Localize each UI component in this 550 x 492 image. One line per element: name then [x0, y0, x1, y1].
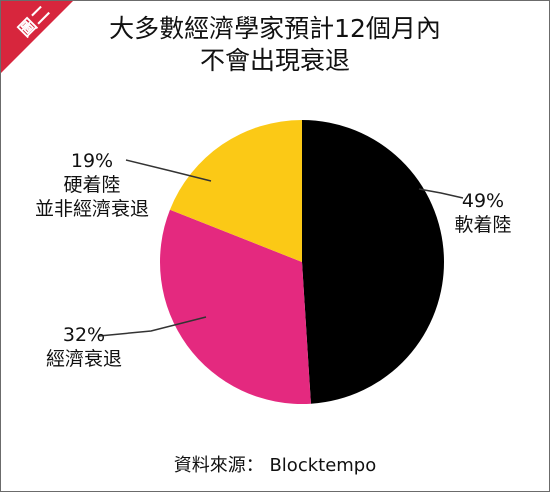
slice-percent-hard-landing: 19% [70, 150, 114, 172]
chart-title-line-1: 大多數經濟學家預計12個月內 [109, 14, 441, 43]
slice-label-recession: 32% 經濟衰退 [29, 323, 139, 371]
slice-percent-soft-landing: 49% [461, 190, 505, 212]
slice-name-soft-landing: 軟着陸 [454, 214, 512, 236]
chart-title-line-2: 不會出現衰退 [199, 46, 350, 75]
slice-percent-recession: 32% [62, 324, 106, 346]
pie-slice-hard-landing [169, 120, 302, 262]
pie-slice-soft-landing [302, 120, 444, 404]
slice-name-recession: 經濟衰退 [45, 348, 122, 370]
leader-line-recession [98, 316, 207, 337]
slice-label-soft-landing: 49% 軟着陸 [443, 189, 523, 237]
slice-name-hard-landing-2: 並非經濟衰退 [34, 198, 149, 220]
chart-title: 大多數經濟學家預計12個月內 不會出現衰退 [1, 13, 549, 77]
slice-name-hard-landing-1: 硬着陸 [63, 174, 121, 196]
leader-line-hard-landing [125, 159, 212, 182]
source-note: 資料來源： Blocktempo [173, 455, 377, 476]
pie-slice-recession [159, 209, 311, 404]
leader-line-soft-landing [418, 188, 464, 199]
slice-label-hard-landing: 19% 硬着陸 並非經濟衰退 [27, 149, 157, 221]
badge-triangle [1, 1, 73, 73]
